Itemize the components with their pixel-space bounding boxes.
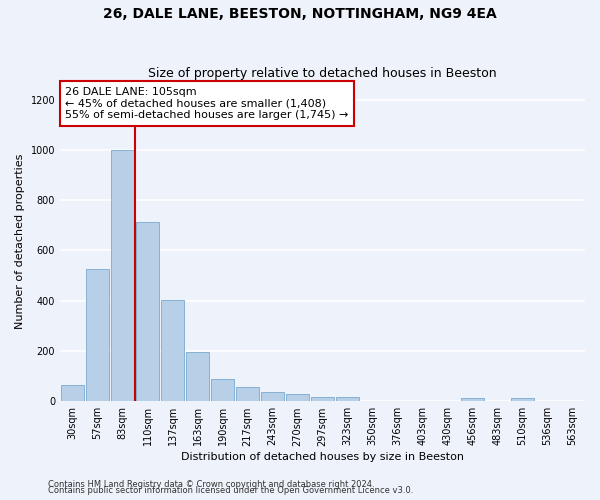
Bar (111, 150, 134, 402)
Bar (86, 270, 109, 402)
Bar (211, 378, 234, 402)
Bar (261, 392, 284, 402)
Text: Contains public sector information licensed under the Open Government Licence v3: Contains public sector information licen… (48, 486, 413, 495)
Bar (511, 398, 534, 402)
Bar (61, 385, 84, 402)
Text: 26, DALE LANE, BEESTON, NOTTINGHAM, NG9 4EA: 26, DALE LANE, BEESTON, NOTTINGHAM, NG9 … (103, 8, 497, 22)
Bar (136, 222, 159, 402)
Bar (336, 397, 359, 402)
Bar (286, 394, 309, 402)
Text: 26 DALE LANE: 105sqm
← 45% of detached houses are smaller (1,408)
55% of semi-de: 26 DALE LANE: 105sqm ← 45% of detached h… (65, 87, 349, 120)
Text: Contains HM Land Registry data © Crown copyright and database right 2024.: Contains HM Land Registry data © Crown c… (48, 480, 374, 489)
Bar (311, 397, 334, 402)
Bar (186, 352, 209, 402)
Bar (461, 398, 484, 402)
X-axis label: Distribution of detached houses by size in Beeston: Distribution of detached houses by size … (181, 452, 464, 462)
Bar (161, 300, 184, 402)
Bar (236, 386, 259, 402)
Y-axis label: Number of detached properties: Number of detached properties (15, 154, 25, 330)
Title: Size of property relative to detached houses in Beeston: Size of property relative to detached ho… (148, 66, 497, 80)
